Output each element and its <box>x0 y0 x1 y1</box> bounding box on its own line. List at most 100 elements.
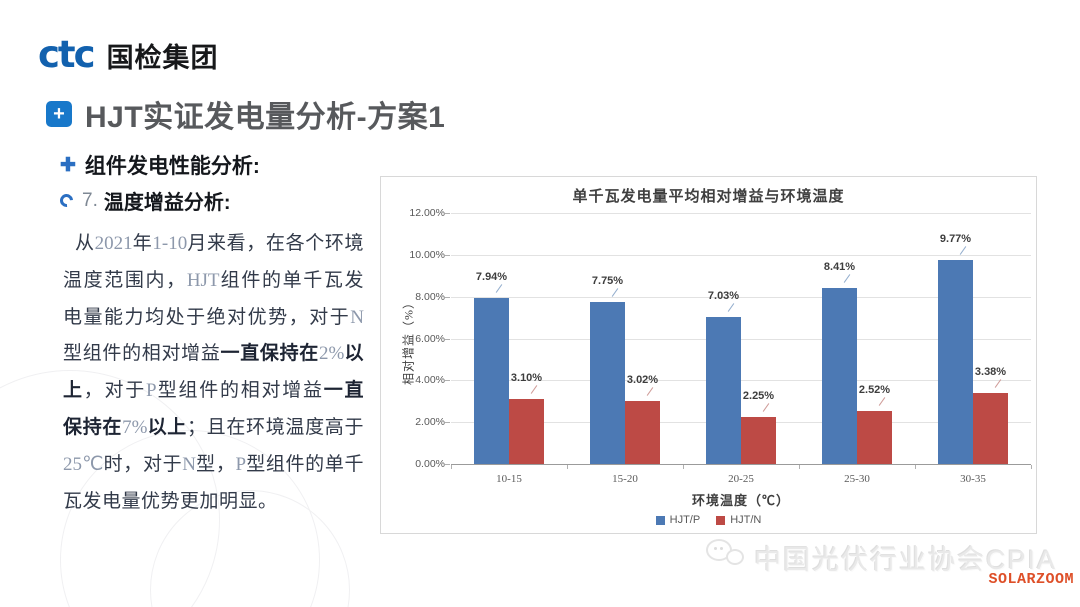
label-leader-line <box>646 386 653 396</box>
paragraph-segment: 型组件的相对增益 <box>63 343 221 365</box>
gridline <box>451 296 1031 298</box>
label-leader-line <box>530 385 537 395</box>
paragraph-segment: 型， <box>196 453 236 475</box>
bar-value-label: 3.38% <box>974 366 1007 379</box>
x-tick-mark <box>567 465 568 469</box>
ctc-logo-mark: ctc <box>38 33 96 76</box>
bar-hjt-n-25-30 <box>857 411 892 464</box>
bar-chart: 单千瓦发电量平均相对增益与环境温度 相对增益（%） 环境温度（℃） HJT/P H… <box>380 176 1037 534</box>
bar-hjt-p-30-35 <box>938 259 973 464</box>
x-axis-title: 环境温度（℃） <box>691 493 790 508</box>
bar-hjt-p-10-15 <box>474 297 509 464</box>
x-tick-mark <box>451 465 452 469</box>
bar-value-label: 3.02% <box>626 373 659 386</box>
y-tick-mark <box>445 422 450 424</box>
sub-heading-number: 7. <box>82 189 98 211</box>
paragraph-segment: 从 <box>75 233 95 254</box>
bar-hjt-p-15-20 <box>590 301 625 464</box>
chart-legend: HJT/P HJT/N <box>381 514 1036 526</box>
bar-hjt-p-25-30 <box>822 288 857 464</box>
sub-heading: 温度增益分析: <box>103 192 231 214</box>
circular-arrow-icon <box>57 191 76 210</box>
bar-value-label: 3.10% <box>510 372 543 385</box>
x-category-label: 15-20 <box>612 473 638 485</box>
y-tick-label: 8.00% <box>415 290 445 303</box>
bar-value-label: 9.77% <box>939 232 972 245</box>
x-category-label: 20-25 <box>728 473 754 485</box>
chart-title: 单千瓦发电量平均相对增益与环境温度 <box>572 189 845 205</box>
y-tick-mark <box>445 213 450 214</box>
label-leader-line <box>495 284 502 293</box>
x-category-label: 30-35 <box>960 473 986 485</box>
bar-value-label: 7.94% <box>475 270 508 283</box>
legend-swatch <box>716 515 726 525</box>
label-leader-line <box>727 303 734 312</box>
label-leader-line <box>959 245 966 255</box>
legend-swatch <box>655 515 665 525</box>
legend-label: HJT/N <box>730 514 762 526</box>
x-tick-mark <box>799 465 800 469</box>
legend-label: HJT/P <box>669 514 701 526</box>
paragraph-segment: 型组件的单千瓦发电量优势更加明显。 <box>63 453 364 512</box>
x-tick-mark <box>1031 465 1032 469</box>
paragraph-segment: 25℃ <box>63 453 104 475</box>
paragraph-segment: 2021 <box>94 233 133 254</box>
plus-square-icon: + <box>46 101 72 127</box>
company-name: 国检集团 <box>106 43 219 73</box>
x-axis-line <box>451 464 1031 465</box>
paragraph-segment: N <box>182 453 197 475</box>
bar-value-label: 2.52% <box>858 384 891 397</box>
y-tick-mark <box>445 296 450 298</box>
x-tick-mark <box>683 465 684 469</box>
y-tick-label: 2.00% <box>415 416 445 429</box>
paragraph-segment: 一直保持在 <box>63 380 364 438</box>
legend-item-hjt-n: HJT/N <box>716 514 761 526</box>
paragraph-segment: P <box>145 380 157 402</box>
bar-value-label: 7.75% <box>591 274 624 287</box>
bar-hjt-n-15-20 <box>625 400 660 464</box>
y-tick-label: 10.00% <box>409 248 445 261</box>
gridline <box>451 380 1031 382</box>
paragraph-segment: HJT <box>186 269 220 291</box>
solarzoom-logo: SOLARZOOM <box>988 571 1074 588</box>
y-tick-label: 4.00% <box>415 374 445 387</box>
company-logo: ctc 国检集团 <box>38 33 219 76</box>
paragraph-segment: ；且在环境温度高于 <box>186 416 364 438</box>
paragraph-segment: 2% <box>318 343 345 365</box>
page-title: HJT实证发电量分析-方案1 <box>85 101 446 134</box>
label-leader-line <box>843 274 850 283</box>
x-category-label: 25-30 <box>844 473 870 485</box>
label-leader-line <box>762 403 769 412</box>
label-leader-line <box>878 397 885 407</box>
y-tick-label: 12.00% <box>409 207 445 219</box>
gridline <box>451 254 1031 256</box>
label-leader-line <box>611 288 618 297</box>
bar-hjt-n-10-15 <box>509 399 544 464</box>
wechat-icon <box>706 535 752 573</box>
paragraph-segment: 月来看，在各个环境温度范围内， <box>63 233 364 291</box>
paragraph-segment: 以上 <box>147 416 187 438</box>
analysis-paragraph: 从2021年1-10月来看，在各个环境温度范围内，HJT组件的单千瓦发电量能力均… <box>63 226 364 520</box>
paragraph-segment: 年 <box>132 233 153 254</box>
watermark-text: 中国光伏行业协会CPIA <box>754 545 1058 575</box>
gridline <box>451 338 1031 340</box>
paragraph-segment: 组件的单千瓦发电量能力均处于绝对优势，对于 <box>63 269 364 328</box>
paragraph-segment: ，对于 <box>83 380 146 402</box>
x-tick-mark <box>915 465 916 469</box>
legend-item-hjt-p: HJT/P <box>655 514 701 526</box>
bar-value-label: 8.41% <box>823 261 856 274</box>
bar-hjt-n-30-35 <box>973 393 1008 464</box>
y-tick-label: 0.00% <box>415 458 445 470</box>
sub-heading-row: 7. 温度增益分析: <box>57 186 231 215</box>
bar-hjt-p-20-25 <box>706 316 741 464</box>
gridline <box>451 213 1031 214</box>
y-tick-mark <box>445 254 450 256</box>
y-tick-mark <box>445 338 450 340</box>
x-category-label: 10-15 <box>496 473 522 485</box>
paragraph-segment: 型组件的相对增益 <box>156 380 324 402</box>
section-heading: 组件发电性能分析: <box>84 155 260 178</box>
paragraph-segment: P <box>235 453 247 475</box>
paragraph-segment: 7% <box>122 416 148 438</box>
paragraph-segment: 1-10 <box>152 233 188 254</box>
plus-icon: ✚ <box>60 154 76 176</box>
